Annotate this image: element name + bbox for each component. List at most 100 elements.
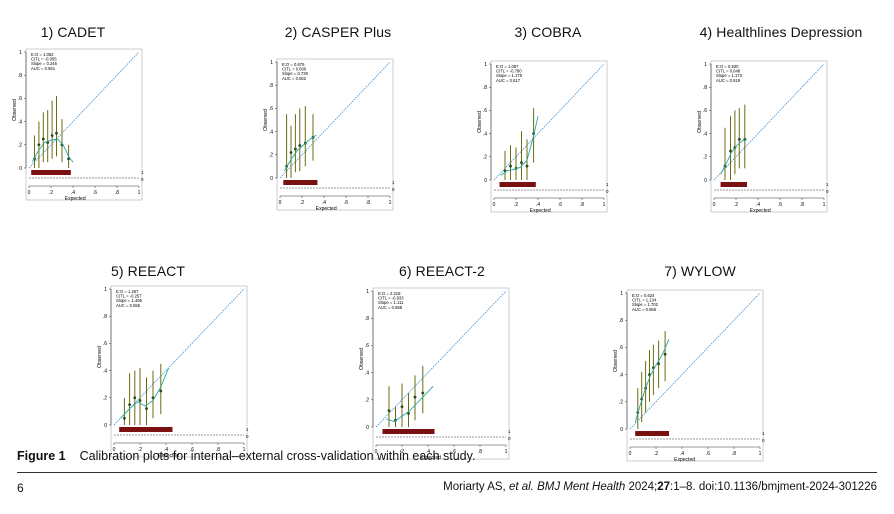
stat-text: AUC = 0.562: [282, 76, 307, 81]
reference-line: [279, 61, 391, 179]
y-tick-label: .6: [483, 108, 487, 114]
y-tick-label: .2: [365, 398, 369, 404]
y-tick-label: .6: [365, 343, 369, 349]
y-tick-label: 1: [704, 62, 707, 68]
x-axis-label: Expected: [674, 457, 695, 463]
calibration-plot: 0 .2 .4 .6 .8 1 Observed 0 .2 .4 .6 .8 1 Expected E:O …: [97, 285, 249, 459]
x-tick-label: .4: [322, 200, 326, 206]
rug-label-events: 1: [826, 182, 829, 187]
y-tick-label: 0: [366, 425, 369, 431]
data-point: [729, 149, 732, 153]
data-point: [400, 405, 404, 408]
y-axis-label: Observed: [97, 346, 103, 368]
y-tick-label: .8: [703, 85, 707, 91]
calibration-plot: 0 .2 .4 .6 .8 1 Observed 0 .2 .4 .6 .8 1 Expected E:O …: [263, 58, 395, 212]
stat-text: E:O = 0.624: [632, 293, 655, 298]
smooth-curve: [284, 134, 317, 172]
y-axis-label: Observed: [359, 348, 365, 370]
y-tick-label: 1: [620, 291, 623, 297]
y-tick-label: 1: [484, 62, 487, 68]
y-axis-label: Observed: [12, 99, 18, 121]
y-tick-label: .2: [703, 155, 707, 161]
calibration-plot: 0 .2 .4 .6 .8 1 Observed 0 .2 .4 .6 .8 1 Expected E:O …: [12, 48, 144, 202]
citation-doi: :1–8. doi:10.1136/bmjment-2024-301226: [670, 481, 877, 493]
y-tick-label: .8: [365, 316, 369, 322]
y-tick-label: .6: [103, 341, 107, 347]
smooth-curve: [386, 385, 434, 423]
x-tick-label: .8: [115, 190, 119, 196]
x-tick-label: .2: [734, 202, 738, 208]
data-point: [50, 134, 54, 137]
stat-text: Slope = 0.730: [282, 71, 309, 76]
x-tick-label: 1: [243, 447, 246, 453]
x-tick-label: .8: [478, 449, 482, 455]
panel-title: 2) CASPER Plus: [284, 24, 392, 40]
x-tick-label: .4: [71, 190, 75, 196]
citation-authors: Moriarty AS,: [443, 481, 509, 493]
y-tick-label: .4: [103, 368, 107, 374]
y-tick-label: .2: [619, 400, 623, 406]
data-point: [509, 164, 512, 168]
x-tick-label: 0: [493, 202, 496, 208]
x-tick-label: 0: [375, 449, 378, 455]
data-point: [159, 389, 163, 393]
rug-label-events: 1: [246, 427, 249, 432]
x-tick-label: .8: [732, 451, 736, 457]
calibration-plot: 0 .2 .4 .6 .8 1 Observed 0 .2 .4 .6 .8 1 Expected E:O …: [359, 287, 511, 461]
event-rug: [499, 182, 536, 187]
stat-text: CITL = -0.257: [116, 294, 142, 299]
x-tick-label: .4: [680, 451, 684, 457]
panel-title: 4) Healthlines Depression: [699, 24, 863, 40]
reference-line: [375, 290, 507, 428]
x-tick-label: .8: [580, 202, 584, 208]
stat-text: AUC = 0.588: [378, 305, 403, 310]
reference-line: [28, 51, 140, 169]
x-tick-label: .2: [514, 202, 518, 208]
data-point: [298, 144, 302, 147]
y-tick-label: .8: [483, 85, 487, 91]
stat-text: E:O = 1.267: [116, 289, 139, 294]
x-tick-label: .8: [800, 202, 804, 208]
x-tick-label: 1: [505, 449, 508, 455]
y-tick-label: .8: [18, 73, 22, 79]
page-number: 6: [17, 481, 24, 495]
event-rug: [382, 429, 435, 434]
reference-line: [629, 292, 761, 430]
rug-label-events: 1: [141, 170, 144, 175]
x-tick-label: 0: [113, 447, 116, 453]
rug-label-events: 1: [606, 182, 609, 187]
x-tick-label: .8: [366, 200, 370, 206]
stat-text: CITL = -0.780: [496, 69, 522, 74]
data-point: [663, 352, 667, 356]
data-point: [520, 161, 523, 164]
x-tick-label: 0: [713, 202, 716, 208]
y-tick-label: 0: [704, 178, 707, 184]
x-axis-label: Expected: [316, 206, 337, 212]
data-point: [413, 395, 417, 399]
y-tick-label: .4: [269, 129, 273, 135]
x-tick-label: 1: [759, 451, 762, 457]
data-point: [37, 143, 41, 147]
y-tick-label: 0: [620, 427, 623, 433]
stat-text: Slope = 1.495: [116, 298, 143, 303]
x-tick-label: 0: [629, 451, 632, 457]
panel-title: 6) REEACT-2: [399, 263, 485, 279]
smooth-curve: [31, 138, 74, 163]
citation-journal: et al. BMJ Ment Health: [508, 481, 626, 493]
x-tick-label: .6: [778, 202, 782, 208]
plot-frame: [710, 60, 828, 213]
data-point: [55, 131, 58, 135]
stat-text: E:O = 0.679: [282, 62, 305, 67]
x-axis-label: Expected: [530, 208, 551, 214]
x-axis-label: Expected: [158, 453, 179, 459]
x-tick-label: .6: [558, 202, 562, 208]
figure-label: Figure 1: [17, 449, 66, 463]
citation: Moriarty AS, et al. BMJ Ment Health 2024…: [443, 481, 877, 493]
smooth-curve: [120, 367, 170, 419]
calibration-plot: 0 .2 .4 .6 .8 1 Observed 0 .2 .4 .6 .8 1 Expected E:O …: [613, 289, 765, 463]
data-point: [289, 151, 293, 154]
smooth-curve: [720, 138, 748, 175]
stat-text: AUC = 0.619: [716, 78, 741, 83]
rug-label-nonevents: 0: [762, 438, 765, 443]
data-point: [407, 412, 410, 415]
